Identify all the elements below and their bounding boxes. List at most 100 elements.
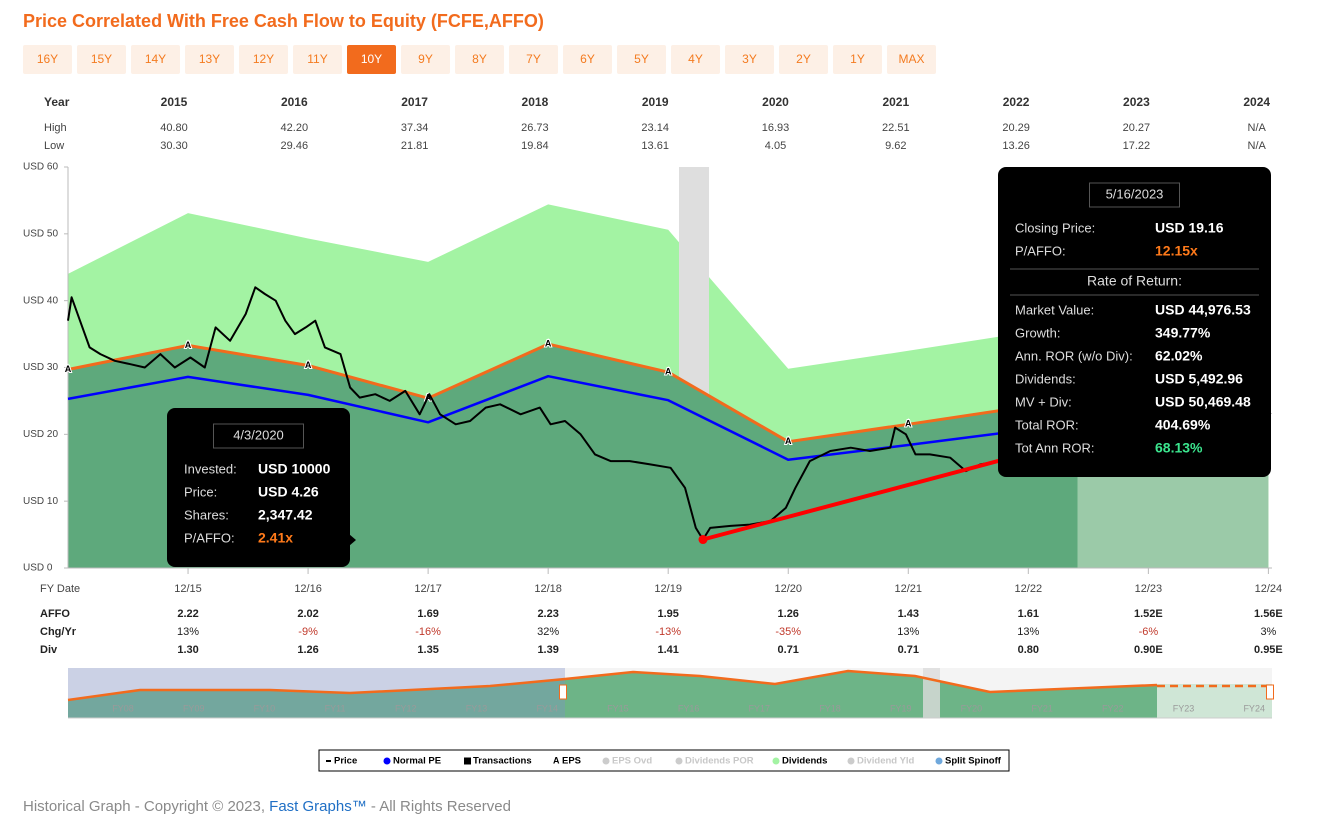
table-value: 9.62 <box>885 140 906 152</box>
range-button-label[interactable]: MAX <box>898 52 924 66</box>
navigator-estimate <box>1157 684 1272 718</box>
transaction-point <box>698 535 708 545</box>
legend-label[interactable]: EPS Ovd <box>612 756 652 767</box>
range-button[interactable] <box>293 45 342 74</box>
year-label: 2018 <box>522 95 549 109</box>
range-button-label[interactable]: 8Y <box>472 52 487 66</box>
range-button[interactable] <box>617 45 666 74</box>
table-value: 17.22 <box>1123 140 1151 152</box>
range-button-label[interactable]: 14Y <box>145 52 166 66</box>
tooltip-value: 349.77% <box>1155 325 1211 341</box>
year-label: 2024 <box>1243 95 1270 109</box>
range-button[interactable] <box>563 45 612 74</box>
x-tick-label: 12/17 <box>414 583 442 595</box>
table-value: 22.51 <box>882 122 910 134</box>
table-value: 21.81 <box>401 140 429 152</box>
range-button[interactable] <box>131 45 180 74</box>
fundamental-value: -9% <box>298 626 318 638</box>
row-label: High <box>44 122 67 134</box>
range-button[interactable] <box>347 45 396 74</box>
legend-marker[interactable] <box>383 757 391 765</box>
fundamental-value: 3% <box>1260 626 1276 638</box>
fundamental-value: 1.39 <box>537 644 558 656</box>
range-button-label[interactable]: 2Y <box>796 52 811 66</box>
legend-label[interactable]: Transactions <box>473 756 532 767</box>
legend-label[interactable]: Dividends POR <box>685 756 754 767</box>
eps-marker: A <box>65 364 72 374</box>
legend-marker[interactable] <box>772 757 780 765</box>
legend-label[interactable]: Split Spinoff <box>945 756 1002 767</box>
navigator-label: FY16 <box>678 703 700 713</box>
legend-label[interactable]: Price <box>334 756 357 767</box>
navigator-area <box>68 671 1157 718</box>
x-tick-label: 12/22 <box>1015 583 1043 595</box>
range-button-label[interactable]: 6Y <box>580 52 595 66</box>
navigator-handle[interactable] <box>559 684 567 700</box>
range-button-label[interactable]: 16Y <box>37 52 58 66</box>
navigator-handle[interactable] <box>1266 684 1274 700</box>
x-tick-label: 12/18 <box>534 583 562 595</box>
tooltip-date: 4/3/2020 <box>233 427 284 442</box>
range-button[interactable] <box>671 45 720 74</box>
range-button[interactable] <box>887 45 936 74</box>
legend-label[interactable]: Normal PE <box>393 756 441 767</box>
table-value: 20.29 <box>1002 122 1030 134</box>
range-button-label[interactable]: 10Y <box>361 52 382 66</box>
fundamental-value: 2.23 <box>537 608 558 620</box>
legend-label[interactable]: EPS <box>562 756 581 767</box>
fundamental-value: -16% <box>415 626 441 638</box>
table-value: 30.30 <box>160 140 188 152</box>
legend-marker[interactable] <box>935 757 943 765</box>
navigator-selection[interactable] <box>68 668 565 718</box>
range-button-label[interactable]: 12Y <box>253 52 274 66</box>
table-value: 4.05 <box>765 140 786 152</box>
tooltip-label: Growth: <box>1015 325 1061 340</box>
range-button[interactable] <box>725 45 774 74</box>
range-button-label[interactable]: 9Y <box>418 52 433 66</box>
legend-marker[interactable] <box>464 757 471 765</box>
range-button[interactable] <box>185 45 234 74</box>
range-button[interactable] <box>509 45 558 74</box>
table-value: 37.34 <box>401 122 429 134</box>
chart-page: Price Correlated With Free Cash Flow to … <box>23 11 1283 772</box>
series-line <box>67 286 1271 541</box>
range-button-label[interactable]: 1Y <box>850 52 865 66</box>
fundamental-label: AFFO <box>40 608 70 620</box>
legend-label[interactable]: Dividends <box>782 756 827 767</box>
legend-marker[interactable] <box>675 757 683 765</box>
range-button[interactable] <box>23 45 72 74</box>
legend-marker[interactable] <box>847 757 855 765</box>
range-button-label[interactable]: 15Y <box>91 52 112 66</box>
range-button-label[interactable]: 5Y <box>634 52 649 66</box>
legend-marker[interactable]: A <box>553 755 560 765</box>
x-tick-label: 12/21 <box>895 583 923 595</box>
range-button[interactable] <box>239 45 288 74</box>
legend-marker[interactable] <box>602 757 610 765</box>
range-button[interactable] <box>779 45 828 74</box>
range-button-label[interactable]: 7Y <box>526 52 541 66</box>
legend-label[interactable]: Dividend Yld <box>857 756 915 767</box>
tooltip-pointer <box>349 534 356 546</box>
tooltip-label: Dividends: <box>1015 371 1076 386</box>
tooltip-value: 68.13% <box>1155 440 1203 456</box>
range-button-label[interactable]: 4Y <box>688 52 703 66</box>
range-button-label[interactable]: 3Y <box>742 52 757 66</box>
range-button-label[interactable]: 13Y <box>199 52 220 66</box>
tooltip-label: Shares: <box>184 507 229 522</box>
navigator-label: FY22 <box>1102 703 1124 713</box>
range-button-label[interactable]: 11Y <box>307 52 327 66</box>
footer-link[interactable]: Fast Graphs™ <box>269 798 367 815</box>
legend-box <box>318 749 1010 772</box>
range-button[interactable] <box>77 45 126 74</box>
tooltip-value: USD 44,976.53 <box>1155 302 1251 318</box>
tooltip-label: Tot Ann ROR: <box>1015 440 1094 455</box>
range-button[interactable] <box>401 45 450 74</box>
range-button[interactable] <box>455 45 504 74</box>
year-label: 2021 <box>882 95 909 109</box>
fundamental-value: 13% <box>177 626 199 638</box>
navigator-label: FY20 <box>961 703 983 713</box>
navigator-band <box>923 668 940 718</box>
range-button[interactable] <box>833 45 882 74</box>
fundamental-value: 1.30 <box>177 644 198 656</box>
table-value: 42.20 <box>281 122 309 134</box>
